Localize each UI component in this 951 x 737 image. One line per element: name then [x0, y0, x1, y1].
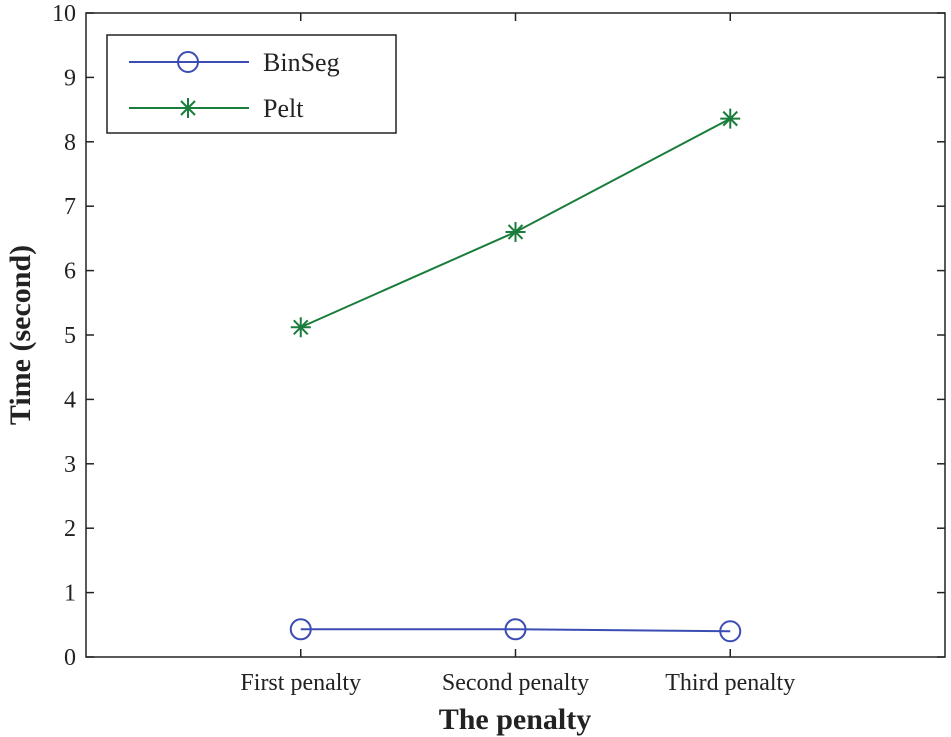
legend-label: BinSeg [263, 48, 340, 77]
circle-marker [719, 620, 742, 643]
legend-box [106, 34, 397, 134]
y-axis-label: Time (second) [4, 245, 37, 425]
y-tick-label: 1 [64, 581, 76, 607]
y-tick-label: 3 [64, 452, 76, 478]
y-tick-label: 8 [64, 130, 76, 156]
legend: BinSeg Pelt [106, 34, 397, 134]
y-tick-label: 6 [64, 259, 76, 285]
asterisk-marker-stroke [722, 110, 738, 127]
series-pelt [290, 108, 741, 338]
series-line [300, 628, 731, 633]
y-tick-label: 0 [64, 645, 76, 671]
y-tick-label: 2 [64, 516, 76, 542]
circle-marker [504, 618, 527, 641]
y-tick-label: 10 [52, 1, 76, 27]
x-tick-label: First penalty [240, 670, 361, 696]
circle-marker [177, 51, 199, 73]
x-tick-label: Third penalty [665, 670, 795, 696]
legend-label: Pelt [263, 94, 304, 123]
y-tick-label: 7 [64, 194, 76, 220]
asterisk-marker-stroke [293, 319, 309, 335]
circle-marker [289, 618, 312, 641]
x-axis-label: The penalty [439, 703, 592, 736]
y-tick-label: 4 [64, 387, 76, 413]
x-tick-label: Second penalty [442, 670, 589, 696]
asterisk-marker-stroke [507, 224, 524, 240]
asterisk-marker-stroke [180, 100, 196, 116]
y-tick-label: 9 [64, 65, 76, 91]
series-binseg [289, 618, 742, 643]
y-tick-label: 5 [64, 323, 76, 349]
